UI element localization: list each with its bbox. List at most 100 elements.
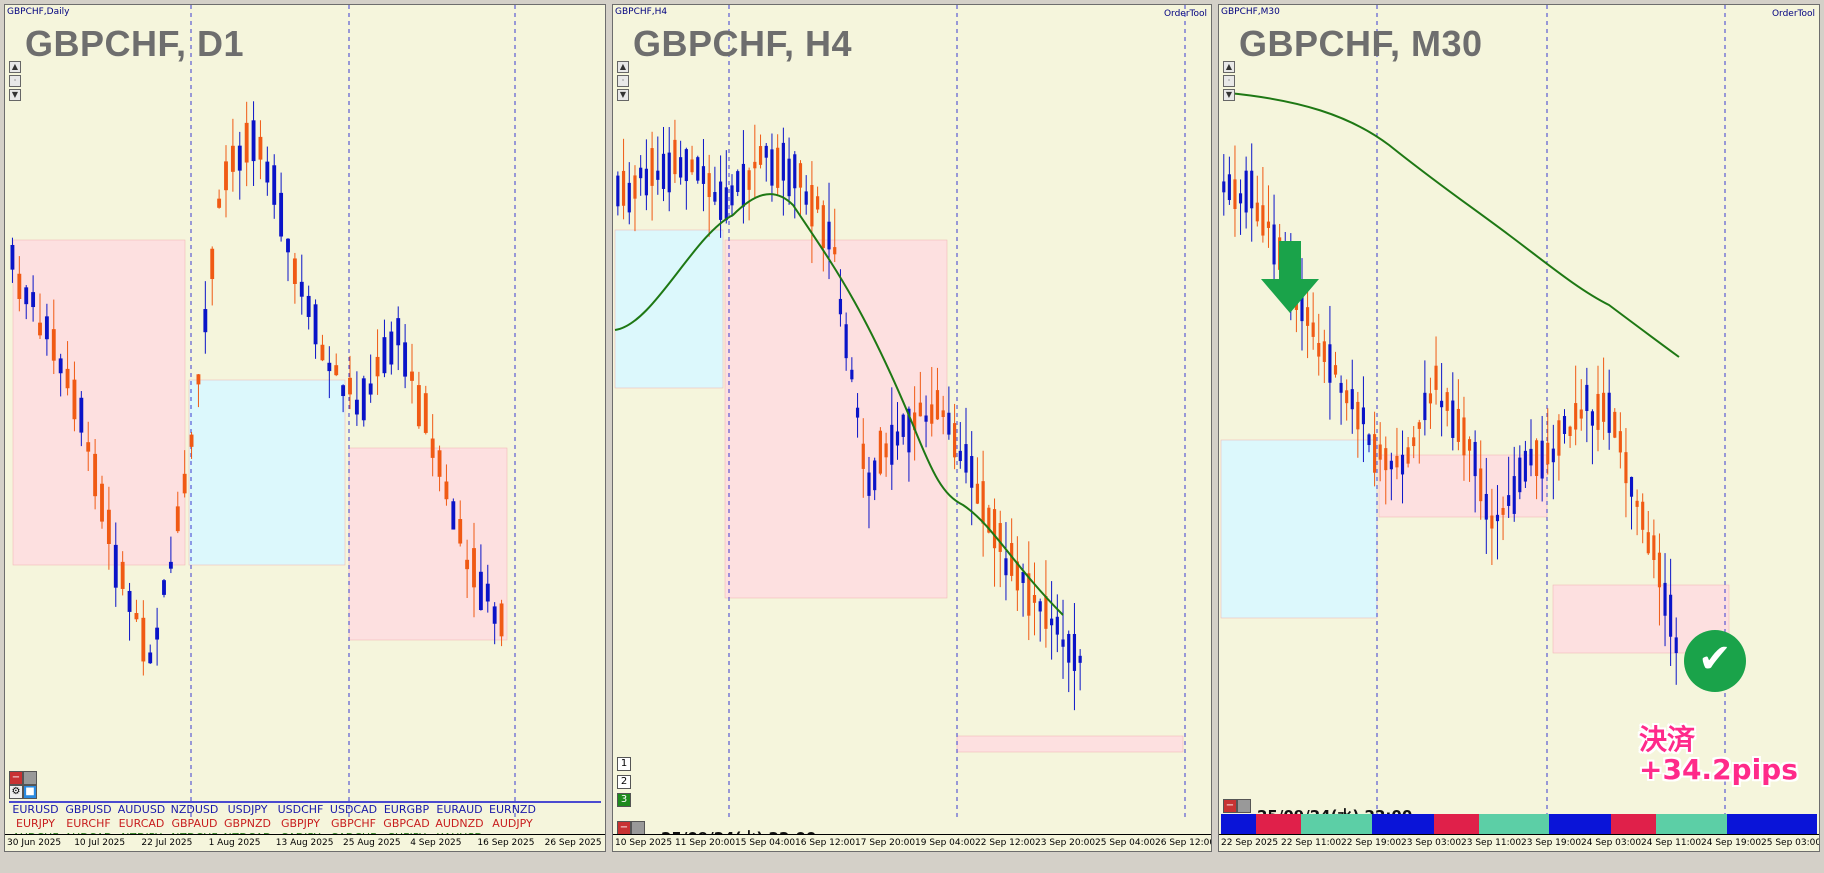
- candle-body: [251, 120, 256, 162]
- candle-body: [1440, 400, 1444, 408]
- currency-pair-link[interactable]: NZDUSD: [170, 803, 219, 816]
- candle-body: [1004, 558, 1008, 576]
- candle-body: [747, 170, 751, 190]
- timeframe-button[interactable]: ·: [617, 75, 629, 87]
- currency-pair-link[interactable]: EURCHF: [66, 817, 111, 830]
- candle-body: [334, 365, 339, 376]
- candle-body: [753, 161, 757, 169]
- currency-pair-link[interactable]: GBPAUD: [171, 817, 218, 830]
- candle-body: [1050, 618, 1054, 626]
- scroll-up-button[interactable]: ▲: [1223, 61, 1235, 73]
- candle-body: [382, 337, 387, 374]
- close-order-button[interactable]: −: [617, 821, 631, 835]
- currency-pair-link[interactable]: AUDJPY: [492, 817, 533, 830]
- candle-body: [1434, 365, 1438, 390]
- candle-body: [478, 571, 483, 611]
- timeframe-button[interactable]: ·: [9, 75, 21, 87]
- candle-body: [1456, 408, 1460, 442]
- candle-body: [51, 329, 56, 361]
- chart-window-d1[interactable]: GBPCHF,Daily GBPCHF, D1 ▲ · ▼ − ⚙ ■ EURU…: [4, 4, 606, 852]
- button-3[interactable]: 3: [617, 793, 631, 807]
- close-order-button[interactable]: −: [1223, 799, 1237, 813]
- price-chart-d1[interactable]: [5, 5, 606, 837]
- candle-body: [1590, 411, 1594, 426]
- settings-icon[interactable]: ⚙: [9, 785, 23, 799]
- scroll-down-button[interactable]: ▼: [9, 89, 21, 101]
- minimize-button[interactable]: [23, 771, 37, 785]
- currency-pair-link[interactable]: GBPUSD: [65, 803, 112, 816]
- time-axis-label: 24 Sep 19:00: [1701, 838, 1762, 848]
- currency-pair-link[interactable]: GBPCAD: [383, 817, 430, 830]
- candle-body: [1669, 594, 1673, 637]
- currency-pair-link[interactable]: AUDNZD: [435, 817, 484, 830]
- button-2[interactable]: 2: [617, 775, 631, 789]
- button-1[interactable]: 1: [617, 757, 631, 771]
- currency-pair-link[interactable]: USDCHF: [277, 803, 324, 816]
- price-chart-h4[interactable]: [613, 5, 1212, 837]
- currency-pair-link[interactable]: EURCAD: [118, 817, 165, 830]
- time-axis-label: 11 Sep 20:00: [675, 838, 736, 848]
- time-axis-label: 22 Sep 12:00: [975, 838, 1036, 848]
- time-axis-label: 25 Aug 2025: [343, 838, 401, 848]
- candle-body: [713, 192, 717, 202]
- timeframe-button[interactable]: ·: [1223, 75, 1235, 87]
- candle-body: [1038, 601, 1042, 612]
- candle-body: [1389, 460, 1393, 470]
- chart-window-h4[interactable]: GBPCHF,H4 OrderTool GBPCHF, H4 ▲ · ▼ 1 2…: [612, 4, 1212, 852]
- candle-body: [838, 298, 843, 315]
- candle-body: [58, 358, 63, 374]
- candle-body: [1428, 393, 1433, 404]
- scroll-down-button[interactable]: ▼: [617, 89, 629, 101]
- scroll-up-button[interactable]: ▲: [617, 61, 629, 73]
- candle-body: [861, 443, 865, 469]
- chart-window-m30[interactable]: GBPCHF,M30 OrderTool GBPCHF, M30 ▲ · ▼ ✔…: [1218, 4, 1820, 852]
- candle-body: [1641, 501, 1645, 530]
- price-chart-m30[interactable]: [1219, 5, 1820, 837]
- currency-pair-link[interactable]: AUDUSD: [117, 803, 166, 816]
- candle-body: [1027, 573, 1031, 616]
- currency-pair-link[interactable]: EURNZD: [489, 803, 536, 816]
- session-color-bar: [1221, 814, 1817, 834]
- currency-pair-link[interactable]: GBPJPY: [280, 817, 321, 830]
- time-axis-label: 25 Sep 04:00: [1095, 838, 1156, 848]
- scroll-down-button[interactable]: ▼: [1223, 89, 1235, 101]
- candle-body: [833, 247, 837, 255]
- time-axis: 22 Sep 2025 22 Sep 11:00 22 Sep 19:00 23 Se…: [1219, 834, 1819, 851]
- candle-body: [1635, 500, 1639, 507]
- candle-body: [1055, 616, 1059, 635]
- order-tool-label[interactable]: OrderTool: [1771, 9, 1815, 19]
- order-tool-label[interactable]: OrderTool: [1163, 9, 1207, 19]
- candle-body: [444, 481, 449, 500]
- currency-pair-link[interactable]: GBPNZD: [224, 817, 271, 830]
- minimize-button[interactable]: [1237, 799, 1251, 813]
- candle-body: [1445, 392, 1449, 411]
- close-order-button[interactable]: −: [9, 771, 23, 785]
- currency-pair-link[interactable]: USDCAD: [329, 803, 378, 816]
- candle-body: [684, 149, 688, 182]
- candle-body: [410, 371, 414, 381]
- minimize-button[interactable]: [631, 821, 645, 835]
- currency-pair-link[interactable]: EURGBP: [383, 803, 430, 816]
- candle-body: [1462, 417, 1466, 456]
- currency-pair-link[interactable]: USDJPY: [227, 803, 268, 816]
- candle-body: [998, 523, 1002, 552]
- time-axis-label: 24 Sep 11:00: [1641, 838, 1702, 848]
- currency-pair-link[interactable]: GBPCHF: [331, 817, 376, 830]
- candle-body: [895, 431, 900, 446]
- candle-body: [437, 450, 442, 477]
- currency-pair-link[interactable]: EURAUD: [436, 803, 483, 816]
- time-axis-label: 17 Sep 20:00: [855, 838, 916, 848]
- candle-body: [237, 145, 242, 171]
- currency-pair-link[interactable]: EURUSD: [12, 803, 59, 816]
- candle-body: [485, 583, 490, 602]
- currency-pair-link[interactable]: EURJPY: [16, 817, 55, 830]
- sell-zone: [12, 239, 186, 566]
- info-icon[interactable]: ■: [23, 785, 37, 799]
- candle-body: [701, 166, 706, 184]
- candle-body: [1378, 444, 1382, 460]
- scroll-up-button[interactable]: ▲: [9, 61, 21, 73]
- candle-body: [1317, 342, 1321, 357]
- candle-body: [1384, 448, 1388, 471]
- time-axis-label: 22 Jul 2025: [141, 838, 193, 848]
- time-axis-label: 23 Sep 20:00: [1035, 838, 1096, 848]
